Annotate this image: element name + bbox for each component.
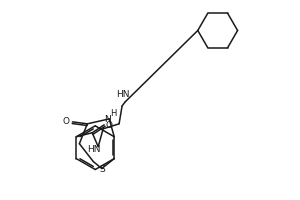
Text: N: N xyxy=(104,115,111,124)
Text: HN: HN xyxy=(116,90,130,99)
Text: H: H xyxy=(110,109,117,118)
Text: O: O xyxy=(63,117,70,126)
Text: HN: HN xyxy=(88,145,101,154)
Text: O: O xyxy=(106,121,112,130)
Text: S: S xyxy=(99,165,105,174)
